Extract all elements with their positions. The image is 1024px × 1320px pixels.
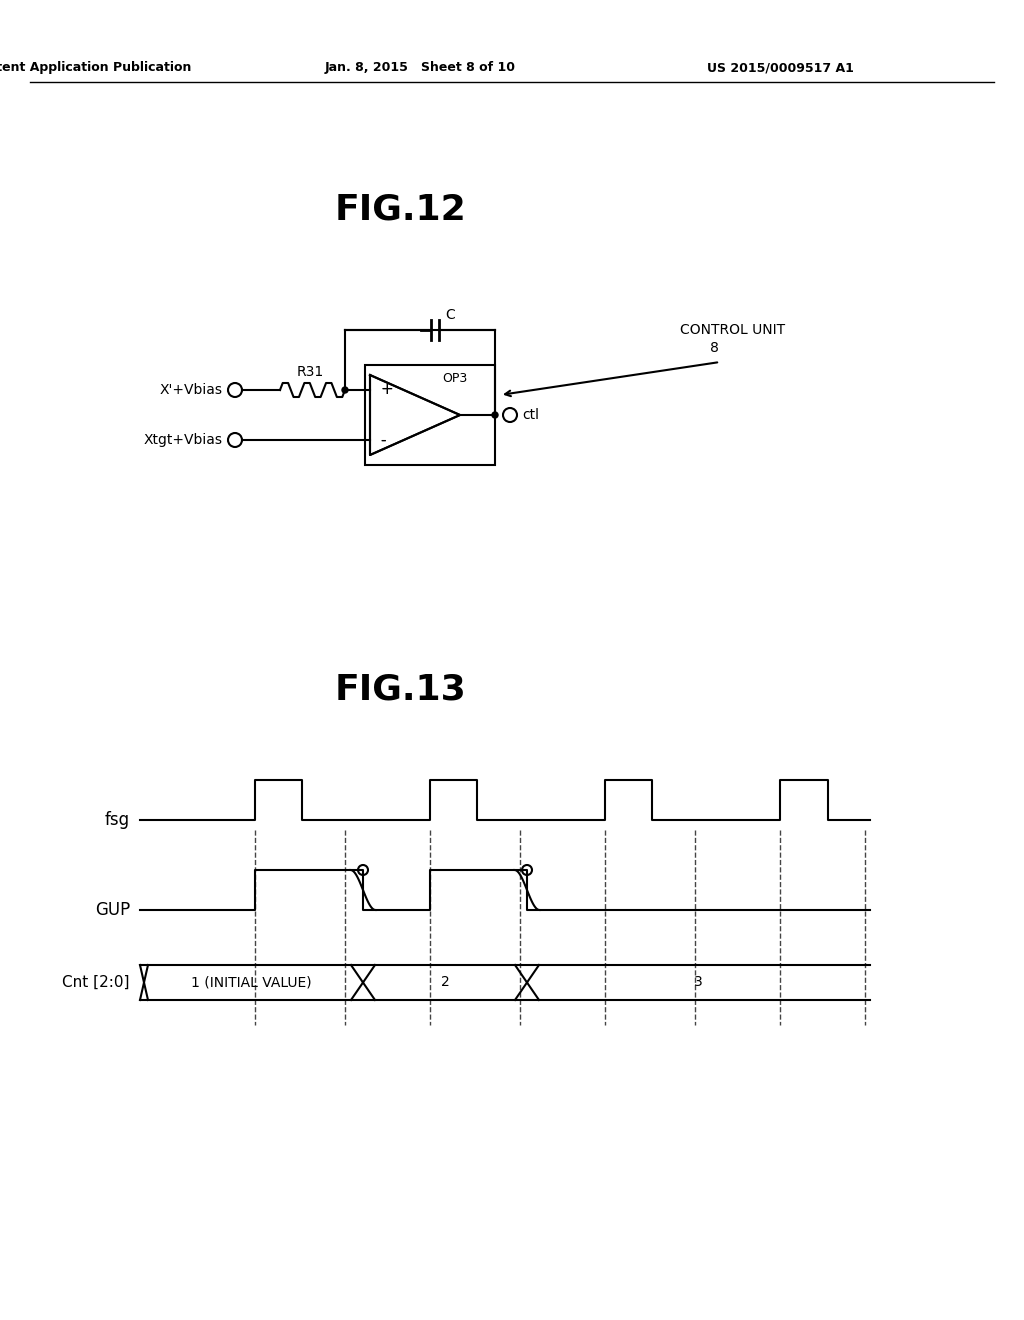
Circle shape bbox=[358, 865, 368, 875]
Circle shape bbox=[228, 433, 242, 447]
Text: 3: 3 bbox=[694, 975, 702, 990]
Text: Patent Application Publication: Patent Application Publication bbox=[0, 62, 191, 74]
Text: fsg: fsg bbox=[104, 810, 130, 829]
Text: -: - bbox=[380, 433, 385, 447]
Text: FIG.13: FIG.13 bbox=[334, 673, 466, 708]
Circle shape bbox=[522, 865, 532, 875]
Text: 8: 8 bbox=[710, 341, 719, 355]
Text: OP3: OP3 bbox=[442, 372, 468, 385]
Text: +: + bbox=[380, 383, 393, 397]
Circle shape bbox=[503, 408, 517, 422]
Circle shape bbox=[342, 387, 348, 393]
Text: 1 (INITIAL VALUE): 1 (INITIAL VALUE) bbox=[191, 975, 312, 990]
Text: CONTROL UNIT: CONTROL UNIT bbox=[680, 323, 785, 337]
Text: Cnt [2:0]: Cnt [2:0] bbox=[62, 975, 130, 990]
Circle shape bbox=[228, 383, 242, 397]
Text: C: C bbox=[445, 308, 455, 322]
Text: US 2015/0009517 A1: US 2015/0009517 A1 bbox=[707, 62, 853, 74]
Bar bbox=[365, 366, 495, 465]
Circle shape bbox=[492, 412, 498, 418]
Text: +: + bbox=[380, 383, 393, 397]
Text: Jan. 8, 2015   Sheet 8 of 10: Jan. 8, 2015 Sheet 8 of 10 bbox=[325, 62, 515, 74]
Text: Xtgt+Vbias: Xtgt+Vbias bbox=[144, 433, 223, 447]
Text: -: - bbox=[380, 433, 385, 447]
Text: X'+Vbias: X'+Vbias bbox=[160, 383, 223, 397]
Text: ctl: ctl bbox=[522, 408, 539, 422]
Text: R31: R31 bbox=[296, 366, 324, 379]
Text: GUP: GUP bbox=[95, 902, 130, 919]
Text: 2: 2 bbox=[440, 975, 450, 990]
Text: FIG.12: FIG.12 bbox=[334, 193, 466, 227]
